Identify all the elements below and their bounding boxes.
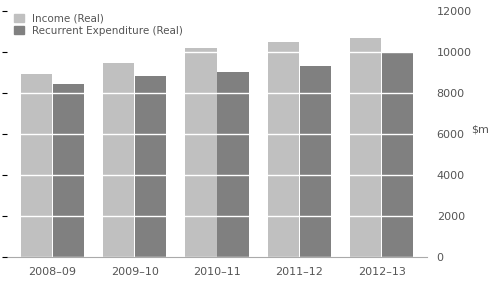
Bar — [350, 38, 381, 257]
Bar — [20, 74, 52, 257]
Bar — [185, 48, 217, 257]
Bar — [217, 72, 248, 257]
Bar — [382, 53, 413, 257]
Bar — [103, 63, 134, 257]
Bar — [53, 84, 84, 257]
Y-axis label: $m: $m — [471, 124, 489, 134]
Bar — [267, 42, 299, 257]
Bar — [300, 66, 331, 257]
Bar — [135, 76, 166, 257]
Legend: Income (Real), Recurrent Expenditure (Real): Income (Real), Recurrent Expenditure (Re… — [12, 11, 185, 38]
